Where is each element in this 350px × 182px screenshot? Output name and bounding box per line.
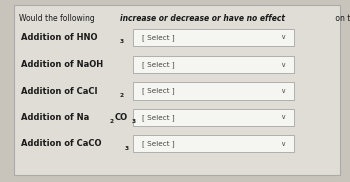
- Text: 2: 2: [120, 93, 124, 98]
- Text: ∨: ∨: [280, 34, 285, 40]
- Text: ∨: ∨: [280, 88, 285, 94]
- Text: ∨: ∨: [280, 141, 285, 147]
- Text: [ Select ]: [ Select ]: [142, 34, 174, 41]
- Text: 3: 3: [125, 146, 129, 151]
- FancyBboxPatch shape: [14, 5, 340, 175]
- Text: ∨: ∨: [280, 114, 285, 120]
- FancyBboxPatch shape: [133, 135, 294, 153]
- Text: [ Select ]: [ Select ]: [142, 114, 174, 121]
- Text: CO: CO: [114, 113, 127, 122]
- Text: ∨: ∨: [280, 62, 285, 68]
- Text: Addition of CaCO: Addition of CaCO: [21, 139, 102, 148]
- Text: [ Select ]: [ Select ]: [142, 61, 174, 68]
- FancyBboxPatch shape: [133, 29, 294, 46]
- Text: [ Select ]: [ Select ]: [142, 140, 174, 147]
- Text: Would the following: Would the following: [19, 14, 97, 23]
- Text: 3: 3: [120, 39, 124, 44]
- FancyBboxPatch shape: [133, 56, 294, 73]
- Text: 3: 3: [131, 119, 135, 124]
- Text: Addition of NaOH: Addition of NaOH: [21, 60, 103, 69]
- FancyBboxPatch shape: [133, 82, 294, 100]
- Text: Addition of HNO: Addition of HNO: [21, 33, 98, 42]
- Text: 2: 2: [109, 119, 113, 124]
- Text: on the solubility of CaCO: on the solubility of CaCO: [333, 14, 350, 23]
- Text: [ Select ]: [ Select ]: [142, 88, 174, 94]
- Text: Addition of CaCl: Addition of CaCl: [21, 86, 98, 96]
- FancyBboxPatch shape: [133, 109, 294, 126]
- Text: increase or decrease or have no effect: increase or decrease or have no effect: [120, 14, 285, 23]
- Text: Addition of Na: Addition of Na: [21, 113, 89, 122]
